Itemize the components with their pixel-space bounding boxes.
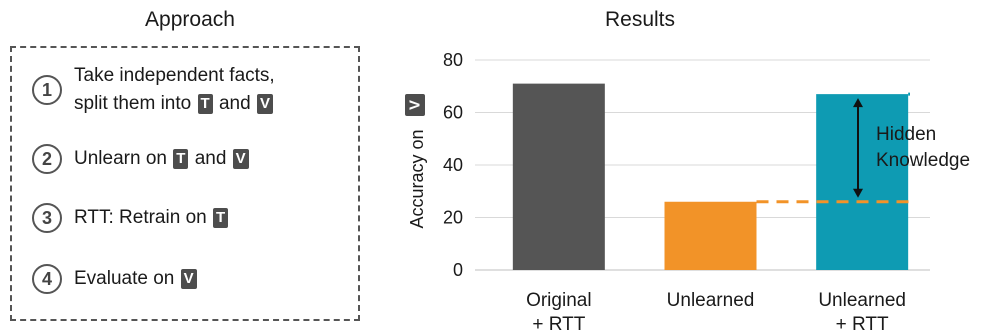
arrow-head-down bbox=[853, 188, 863, 198]
step-number-4: 4 bbox=[32, 264, 62, 294]
step-1-line1: Take independent facts, bbox=[74, 65, 275, 86]
y-tick-label: 80 bbox=[443, 50, 463, 70]
tag-t: T bbox=[212, 207, 229, 228]
tag-v: V bbox=[256, 93, 273, 114]
bar bbox=[512, 83, 605, 270]
hidden-knowledge-label: Knowledge bbox=[876, 150, 970, 171]
x-tick-label: Original bbox=[526, 290, 591, 311]
step-2: 2 Unlearn on T and V bbox=[12, 144, 250, 174]
y-tick-label: 40 bbox=[443, 155, 463, 175]
step-2-and: and bbox=[194, 148, 227, 169]
step-number-1: 1 bbox=[32, 75, 62, 105]
hidden-knowledge-label: Hidden bbox=[876, 124, 936, 145]
svg-text:V: V bbox=[407, 100, 424, 110]
x-tick-label: Unlearned bbox=[667, 290, 755, 311]
step-4-text: Evaluate on bbox=[74, 268, 175, 289]
bar bbox=[664, 201, 757, 270]
step-3-text: RTT: Retrain on bbox=[74, 207, 207, 228]
step-1: 1 Take independent facts, split them int… bbox=[12, 62, 275, 118]
step-1-line2: split them into bbox=[74, 93, 192, 114]
step-1-and: and bbox=[218, 93, 251, 114]
y-tick-label: 60 bbox=[443, 103, 463, 123]
y-tick-label: 0 bbox=[453, 260, 463, 280]
tag-t: T bbox=[173, 148, 189, 169]
y-tick-label: 20 bbox=[443, 208, 463, 228]
step-2-text: Unlearn on bbox=[74, 148, 167, 169]
chart-svg: 0 20 40 60 80 Accuracy on V Original + RTT Unlear… bbox=[405, 50, 970, 335]
x-tick-label: + RTT bbox=[532, 314, 585, 335]
step-number-2: 2 bbox=[32, 144, 62, 174]
step-3: 3 RTT: Retrain on T bbox=[12, 203, 229, 233]
x-tick-label: Unlearned bbox=[818, 290, 906, 311]
y-axis-label: Accuracy on bbox=[407, 129, 427, 228]
results-chart: 0 20 40 60 80 Accuracy on V Original + RTT Unlear… bbox=[395, 40, 992, 335]
tag-v: V bbox=[180, 268, 197, 289]
results-title: Results bbox=[604, 8, 676, 31]
step-4: 4 Evaluate on V bbox=[12, 264, 198, 294]
x-tick-label: + RTT bbox=[836, 314, 889, 335]
bar bbox=[816, 94, 909, 270]
approach-box: 1 Take independent facts, split them int… bbox=[10, 46, 360, 321]
tag-t: T bbox=[197, 93, 213, 114]
tag-v: V bbox=[232, 148, 249, 169]
step-number-3: 3 bbox=[32, 203, 62, 233]
y-axis-tag-v: V bbox=[405, 94, 425, 116]
arrow-head-up bbox=[853, 98, 863, 108]
approach-title: Approach bbox=[145, 8, 235, 31]
